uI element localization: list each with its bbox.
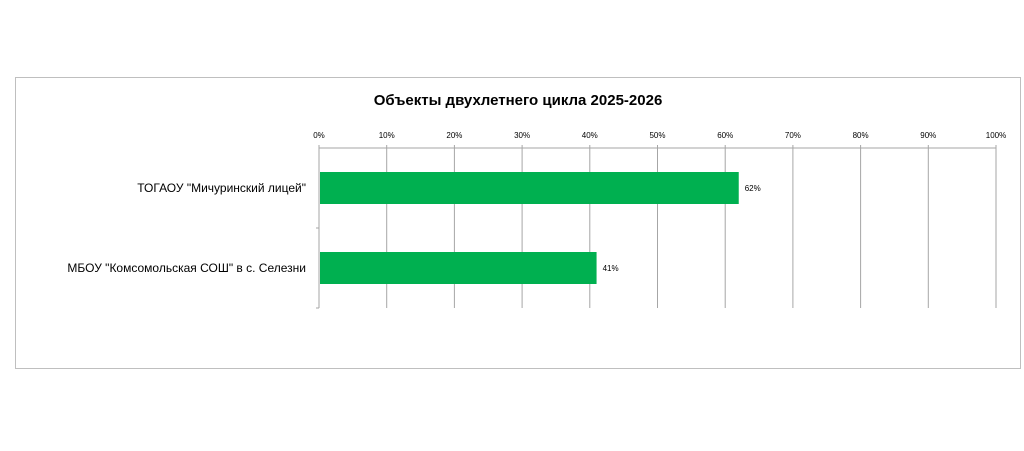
bar [320, 252, 597, 284]
data-label: 62% [745, 184, 761, 193]
x-tick-label: 10% [379, 131, 395, 140]
chart-plot: 0% 10% 20% 30% 40% 50% 60% 70% 80% 90% 100% ТОГАОУ … [67, 131, 1006, 309]
x-tick-label: 0% [313, 131, 325, 140]
bar [320, 172, 739, 204]
x-tick-label: 90% [920, 131, 936, 140]
x-tick-label: 60% [717, 131, 733, 140]
x-tick-label: 20% [446, 131, 462, 140]
x-tick-label: 80% [853, 131, 869, 140]
x-tick-label: 30% [514, 131, 530, 140]
x-tick-label: 70% [785, 131, 801, 140]
data-label: 41% [603, 264, 619, 273]
x-tick-label: 50% [649, 131, 665, 140]
category-label: МБОУ "Комсомольская СОШ" в с. Селезни [67, 261, 306, 275]
chart-title: Объекты двухлетнего цикла 2025-2026 [373, 92, 663, 109]
x-tick-label: 100% [986, 131, 1006, 140]
chart-container: Объекты двухлетнего цикла 2025-2026 0% 10… [15, 77, 1021, 369]
x-tick-label: 40% [582, 131, 598, 140]
category-label: ТОГАОУ "Мичуринский лицей" [137, 181, 306, 195]
